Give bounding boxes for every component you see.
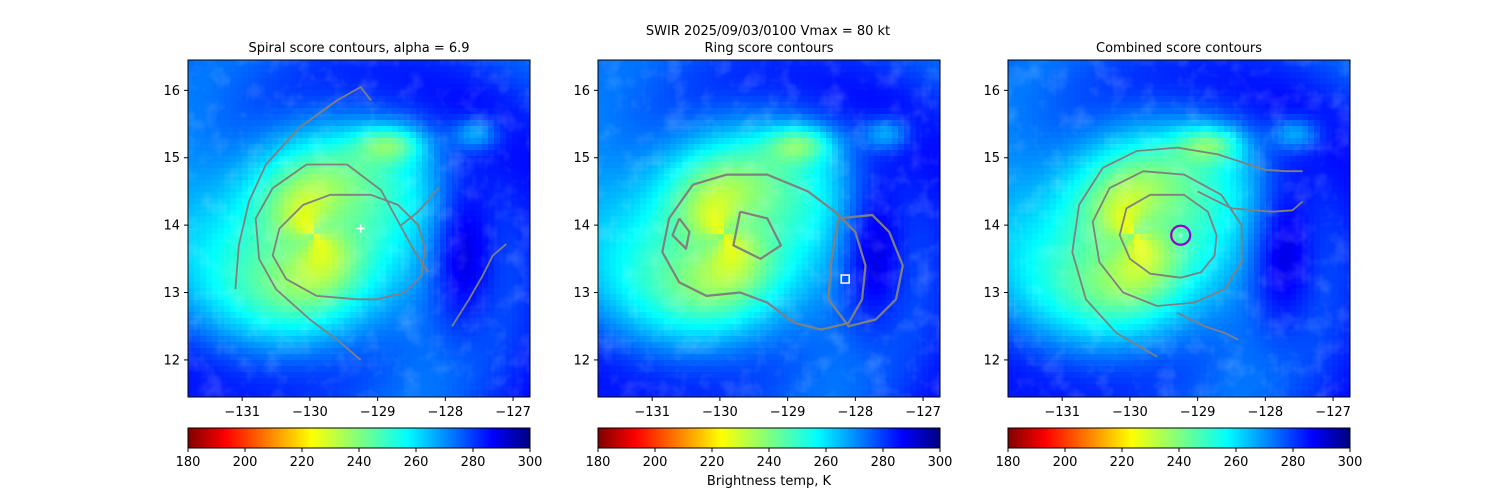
y-tick-label: 16 — [573, 84, 590, 99]
y-tick-label: 13 — [163, 286, 180, 301]
colorbar-label: Brightness temp, K — [707, 474, 832, 489]
x-tick-label: −129 — [360, 405, 396, 420]
x-tick-label: −130 — [702, 405, 738, 420]
contour-line-3 — [451, 243, 507, 327]
colorbar-tick-label: 240 — [1167, 455, 1192, 470]
panel-ring-score: Ring score contours −131 −130 −129 −128 −127… — [573, 41, 952, 470]
contour-line-1 — [254, 163, 430, 361]
contour-line-2 — [1176, 311, 1239, 341]
colorbar-tick-label: 220 — [700, 455, 725, 470]
center-dot-marker — [1178, 232, 1184, 238]
colorbar-tick-label: 280 — [461, 455, 486, 470]
x-tick-label: −131 — [634, 405, 670, 420]
x-tick-label: −127 — [495, 405, 531, 420]
colorbar-tick-label: 280 — [871, 455, 896, 470]
contour-line-3 — [1197, 190, 1304, 213]
colorbar-tick-label: 300 — [518, 455, 543, 470]
colorbar-tick-label: 200 — [233, 455, 258, 470]
center-cross-marker — [356, 224, 365, 233]
contour-line-0 — [271, 193, 426, 301]
panel-title: Spiral score contours, alpha = 6.9 — [248, 41, 469, 56]
center-square-marker — [840, 274, 850, 284]
colorbar-tick-label: 220 — [290, 455, 315, 470]
x-tick-label: −130 — [292, 405, 328, 420]
colorbar-tick-label: 280 — [1281, 455, 1306, 470]
colorbar-tick-label: 260 — [404, 455, 429, 470]
colorbar-tick-label: 180 — [996, 455, 1021, 470]
cloud-texture — [598, 60, 940, 397]
center-circle-marker — [1170, 224, 1192, 246]
colorbar-tick-label: 180 — [176, 455, 201, 470]
panel-combined-score: Combined score contours −131 −130 −129 −128… — [983, 41, 1362, 470]
y-tick-label: 16 — [983, 84, 1000, 99]
x-tick-label: −129 — [770, 405, 806, 420]
axes-frame — [1007, 59, 1351, 398]
x-tick-label: −128 — [837, 405, 873, 420]
figure-suptitle: SWIR 2025/09/03/0100 Vmax = 80 kt — [646, 24, 890, 39]
y-tick-label: 12 — [573, 353, 590, 368]
contour-line-0 — [1118, 193, 1218, 279]
colorbar-tick-label: 200 — [643, 455, 668, 470]
colorbar-tick-label: 240 — [347, 455, 372, 470]
y-tick-label: 12 — [983, 353, 1000, 368]
y-tick-label: 13 — [983, 286, 1000, 301]
x-tick-label: −127 — [1315, 405, 1351, 420]
heatmap-image — [188, 60, 530, 397]
y-tick-label: 15 — [983, 151, 1000, 166]
x-tick-label: −128 — [1247, 405, 1283, 420]
contour-line-3 — [671, 217, 691, 250]
panel-spiral-score: Spiral score contours, alpha = 6.9 −131 −… — [163, 41, 542, 470]
colorbar-tick-label: 240 — [757, 455, 782, 470]
heatmap-image — [1008, 60, 1350, 397]
y-tick-label: 14 — [163, 219, 180, 234]
colorbar-tick-label: 260 — [1224, 455, 1249, 470]
heatmap-image — [598, 60, 940, 397]
contour-line-0 — [661, 173, 867, 331]
x-tick-label: −128 — [427, 405, 463, 420]
contour-line-2 — [400, 187, 440, 226]
contour-line-1 — [1091, 170, 1243, 307]
y-tick-label: 14 — [573, 219, 590, 234]
x-tick-label: −131 — [1044, 405, 1080, 420]
colorbar-tick-label: 300 — [1338, 455, 1363, 470]
colorbar-tick-label: 220 — [1110, 455, 1135, 470]
y-tick-label: 12 — [163, 353, 180, 368]
contour-line-4 — [234, 86, 372, 290]
colorbar — [597, 427, 941, 449]
y-tick-label: 14 — [983, 219, 1000, 234]
contour-line-4 — [1071, 146, 1303, 358]
panel-title: Ring score contours — [704, 41, 833, 56]
colorbar — [187, 427, 531, 449]
x-tick-label: −129 — [1180, 405, 1216, 420]
cloud-texture — [1008, 60, 1350, 397]
axes-frame — [597, 59, 941, 398]
colorbar-tick-label: 180 — [586, 455, 611, 470]
y-tick-label: 16 — [163, 84, 180, 99]
contour-line-2 — [732, 210, 782, 260]
colorbar — [1007, 427, 1351, 449]
contour-line-1 — [827, 213, 904, 328]
axes-frame — [187, 59, 531, 398]
y-tick-label: 15 — [163, 151, 180, 166]
colorbar-tick-label: 200 — [1053, 455, 1078, 470]
y-tick-label: 15 — [573, 151, 590, 166]
x-tick-label: −131 — [224, 405, 260, 420]
colorbar-tick-label: 260 — [814, 455, 839, 470]
panel-title: Combined score contours — [1096, 41, 1262, 56]
colorbar-tick-label: 300 — [928, 455, 953, 470]
x-tick-label: −127 — [905, 405, 941, 420]
y-tick-label: 13 — [573, 286, 590, 301]
x-tick-label: −130 — [1112, 405, 1148, 420]
